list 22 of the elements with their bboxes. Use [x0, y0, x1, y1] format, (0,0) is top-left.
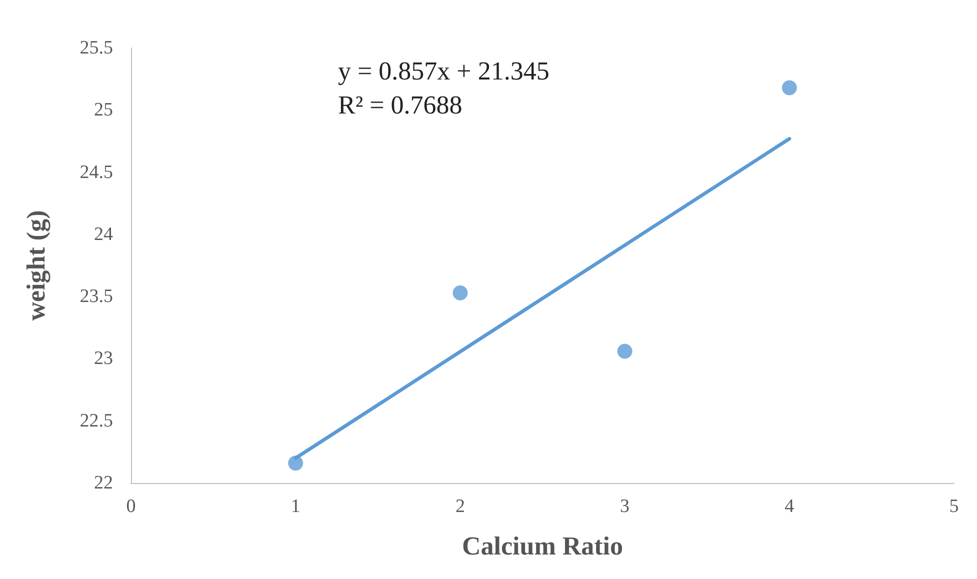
y-tick-label: 22: [94, 472, 113, 494]
y-tick-label: 23: [94, 348, 113, 370]
point: [288, 456, 304, 471]
x-tick-label: 0: [126, 496, 136, 517]
annotation: y = 0.857x + 21.345: [338, 56, 550, 86]
y-tick-label: 25.5: [80, 38, 113, 58]
y-tick-label: 23.5: [80, 286, 113, 308]
point: [452, 285, 468, 300]
x-tick-label: 4: [784, 496, 795, 517]
y-tick-label: 24.5: [80, 162, 113, 183]
y-tick-label: 24: [94, 224, 114, 245]
x-axis-title: Calcium Ratio: [462, 532, 624, 560]
annotation: R² = 0.7688: [338, 90, 462, 120]
y-axis-title: weight (g): [22, 210, 50, 321]
point: [617, 344, 632, 359]
y-tick-label: 22.5: [80, 410, 113, 432]
y-tick-label: 25: [94, 100, 113, 121]
x-tick-label: 3: [620, 496, 630, 517]
x-tick-label: 1: [290, 496, 300, 517]
point: [782, 80, 797, 96]
x-tick-label: 5: [949, 496, 959, 517]
x-tick-label: 2: [455, 496, 465, 517]
